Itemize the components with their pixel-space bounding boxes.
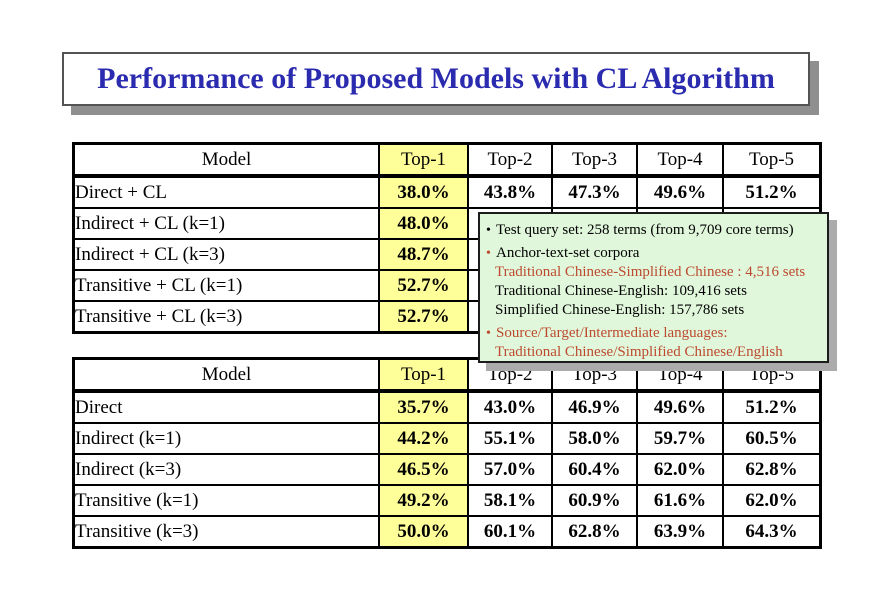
column-header-top-5: Top-5 [722, 142, 822, 178]
model-name-cell: Direct [72, 390, 380, 424]
note-line: • Anchor-text-set corpora [486, 244, 822, 263]
model-name-cell: Indirect + CL (k=1) [72, 207, 380, 240]
value-cell: 62.8% [722, 453, 822, 486]
model-name-cell: Transitive + CL (k=3) [72, 300, 380, 334]
value-cell: 52.7% [378, 269, 469, 302]
value-cell: 64.3% [722, 515, 822, 549]
value-cell: 60.5% [722, 422, 822, 455]
value-cell: 62.0% [636, 453, 724, 486]
value-cell: 48.7% [378, 238, 469, 271]
model-name-cell: Indirect (k=3) [72, 453, 380, 486]
value-cell: 43.8% [467, 175, 553, 209]
table-header-row: Model Top-1 Top-2 Top-3 Top-4 Top-5 [72, 142, 822, 178]
value-cell: 50.0% [378, 515, 469, 549]
column-header-top-3: Top-3 [551, 357, 638, 393]
value-cell: 61.6% [636, 484, 724, 517]
model-name-cell: Transitive (k=3) [72, 515, 380, 549]
bullet-icon: • [486, 326, 491, 341]
note-line: Traditional Chinese/Simplified Chinese/E… [486, 343, 822, 362]
value-cell: 63.9% [636, 515, 724, 549]
table-row: Transitive (k=3) 50.0% 60.1% 62.8% 63.9% 64.3… [72, 515, 822, 549]
value-cell: 49.6% [636, 175, 724, 209]
model-name-cell: Transitive + CL (k=1) [72, 269, 380, 302]
value-cell: 44.2% [378, 422, 469, 455]
value-cell: 46.9% [551, 390, 638, 424]
table-row: Indirect (k=1) 44.2% 55.1% 58.0% 59.7% 60.5% [72, 422, 822, 455]
note-line: Traditional Chinese-English: 109,416 set… [486, 282, 822, 301]
value-cell: 60.9% [551, 484, 638, 517]
value-cell: 43.0% [467, 390, 553, 424]
baseline-models-results-table: Model Top-1 Top-2 Top-3 Top-4 Top-5 Direct 35.7… [72, 357, 822, 549]
column-header-top-4: Top-4 [636, 142, 724, 178]
note-text: Anchor-text-set corpora [496, 245, 640, 261]
title-box: Performance of Proposed Models with CL A… [62, 52, 810, 106]
column-header-top-4: Top-4 [636, 357, 724, 393]
value-cell: 52.7% [378, 300, 469, 334]
table-row: Direct + CL 38.0% 43.8% 47.3% 49.6% 51.2% [72, 175, 822, 209]
value-cell: 57.0% [467, 453, 553, 486]
table-row: Direct 35.7% 43.0% 46.9% 49.6% 51.2% [72, 390, 822, 424]
column-header-model: Model [72, 142, 380, 178]
bullet-icon: • [486, 223, 491, 238]
model-name-cell: Indirect + CL (k=3) [72, 238, 380, 271]
value-cell: 58.1% [467, 484, 553, 517]
column-header-top-1: Top-1 [378, 142, 469, 178]
value-cell: 38.0% [378, 175, 469, 209]
value-cell: 48.0% [378, 207, 469, 240]
column-header-top-3: Top-3 [551, 142, 638, 178]
value-cell: 62.0% [722, 484, 822, 517]
model-name-cell: Direct + CL [72, 175, 380, 209]
model-name-cell: Indirect (k=1) [72, 422, 380, 455]
note-line: Simplified Chinese-English: 157,786 sets [486, 301, 822, 320]
value-cell: 58.0% [551, 422, 638, 455]
column-header-top-2: Top-2 [467, 357, 553, 393]
slide-title: Performance of Proposed Models with CL A… [97, 62, 775, 95]
value-cell: 60.1% [467, 515, 553, 549]
note-text: Traditional Chinese-English: 109,416 set… [495, 283, 747, 299]
bullet-icon: • [486, 246, 491, 261]
value-cell: 62.8% [551, 515, 638, 549]
value-cell: 35.7% [378, 390, 469, 424]
note-text: Traditional Chinese-Simplified Chinese :… [495, 264, 806, 280]
note-line: Traditional Chinese-Simplified Chinese :… [486, 263, 822, 282]
column-header-top-2: Top-2 [467, 142, 553, 178]
model-name-cell: Transitive (k=1) [72, 484, 380, 517]
value-cell: 55.1% [467, 422, 553, 455]
table-row: Transitive (k=1) 49.2% 58.1% 60.9% 61.6% 62.0… [72, 484, 822, 517]
note-text: Test query set: 258 terms (from 9,709 co… [496, 222, 794, 238]
note-text: Traditional Chinese/Simplified Chinese/E… [495, 344, 783, 360]
note-text: Source/Target/Intermediate languages: [496, 325, 728, 341]
value-cell: 49.6% [636, 390, 724, 424]
note-line: • Source/Target/Intermediate languages: [486, 324, 822, 343]
note-text: Simplified Chinese-English: 157,786 sets [495, 302, 745, 318]
column-header-model: Model [72, 357, 380, 393]
note-overlay: • Test query set: 258 terms (from 9,709 c… [478, 212, 829, 363]
column-header-top-1: Top-1 [378, 357, 469, 393]
table-header-row: Model Top-1 Top-2 Top-3 Top-4 Top-5 [72, 357, 822, 393]
value-cell: 51.2% [722, 390, 822, 424]
value-cell: 59.7% [636, 422, 724, 455]
column-header-top-5: Top-5 [722, 357, 822, 393]
value-cell: 60.4% [551, 453, 638, 486]
value-cell: 51.2% [722, 175, 822, 209]
value-cell: 47.3% [551, 175, 638, 209]
value-cell: 46.5% [378, 453, 469, 486]
table-row: Indirect (k=3) 46.5% 57.0% 60.4% 62.0% 62.8% [72, 453, 822, 486]
value-cell: 49.2% [378, 484, 469, 517]
note-line: • Test query set: 258 terms (from 9,709 c… [486, 221, 822, 240]
